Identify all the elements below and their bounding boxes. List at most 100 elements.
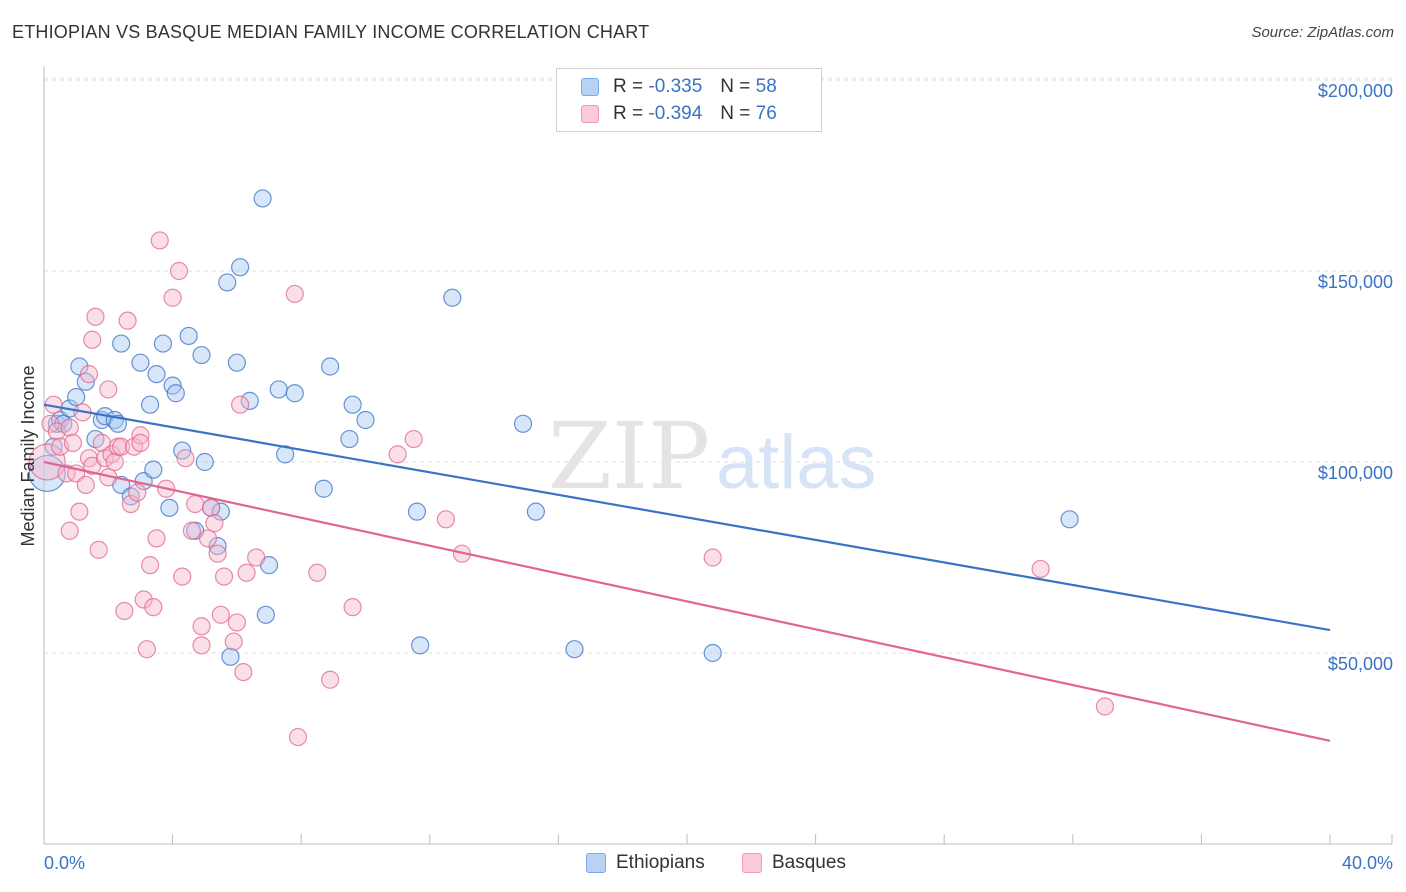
basque-point[interactable] bbox=[285, 284, 304, 304]
basque-point[interactable] bbox=[202, 498, 221, 517]
y-axis-label: Median Family Income bbox=[18, 365, 38, 546]
basque-point[interactable] bbox=[147, 529, 166, 548]
basque-point[interactable] bbox=[208, 544, 227, 563]
basque-point[interactable] bbox=[173, 567, 192, 586]
ethiopian-point[interactable] bbox=[218, 273, 237, 292]
series-legend-basques[interactable]: Basques bbox=[742, 852, 846, 874]
basque-point[interactable] bbox=[70, 502, 89, 521]
basque-point[interactable] bbox=[308, 563, 327, 582]
basque-point[interactable] bbox=[343, 598, 362, 617]
basque-point[interactable] bbox=[140, 556, 160, 575]
basque-point[interactable] bbox=[388, 445, 407, 464]
basque-point[interactable] bbox=[79, 365, 99, 384]
basque-point[interactable] bbox=[131, 433, 150, 452]
ethiopian-point[interactable] bbox=[343, 395, 362, 414]
ethiopian-point[interactable] bbox=[192, 345, 211, 365]
ethiopian-point[interactable] bbox=[153, 334, 173, 353]
ethiopian-point[interactable] bbox=[44, 437, 63, 456]
ethiopian-point[interactable] bbox=[443, 288, 462, 307]
series-legend-ethiopians[interactable]: Ethiopians bbox=[586, 852, 705, 874]
basque-point[interactable] bbox=[192, 636, 211, 655]
ethiopian-point[interactable] bbox=[407, 502, 427, 521]
ethiopian-point[interactable] bbox=[240, 391, 259, 410]
ethiopian-point[interactable] bbox=[112, 334, 131, 353]
ethiopian-point[interactable] bbox=[227, 353, 246, 372]
basque-point[interactable] bbox=[76, 475, 95, 495]
ethiopian-point[interactable] bbox=[231, 258, 250, 277]
basque-point[interactable] bbox=[176, 449, 195, 468]
ethiopian-point[interactable] bbox=[221, 647, 240, 666]
basque-point[interactable] bbox=[121, 494, 140, 514]
ethiopian-point[interactable] bbox=[211, 502, 230, 521]
basque-point[interactable] bbox=[182, 521, 201, 540]
ethiopian-point[interactable] bbox=[144, 460, 163, 479]
basque-point[interactable] bbox=[247, 548, 266, 567]
ethiopian-point[interactable] bbox=[140, 395, 160, 414]
ethiopian-point[interactable] bbox=[179, 326, 198, 346]
basque-point[interactable] bbox=[211, 605, 230, 624]
basque-point[interactable] bbox=[99, 380, 118, 399]
basque-point[interactable] bbox=[288, 727, 308, 747]
basque-point[interactable] bbox=[198, 529, 218, 548]
ethiopian-point[interactable] bbox=[1060, 510, 1079, 529]
ethiopian-point[interactable] bbox=[513, 414, 533, 433]
ethiopian-point[interactable] bbox=[195, 452, 214, 472]
ethiopian-point[interactable] bbox=[208, 536, 227, 556]
basque-point[interactable] bbox=[60, 521, 79, 540]
basque-point[interactable] bbox=[118, 311, 137, 330]
ethiopian-point[interactable] bbox=[70, 357, 89, 376]
basque-point[interactable] bbox=[234, 662, 253, 682]
basque-point[interactable] bbox=[237, 563, 256, 582]
ethiopian-point[interactable] bbox=[67, 387, 86, 407]
basque-point[interactable] bbox=[112, 437, 131, 456]
ethiopian-point[interactable] bbox=[340, 429, 359, 449]
basque-point[interactable] bbox=[144, 598, 163, 617]
basque-point[interactable] bbox=[134, 590, 153, 609]
basque-point[interactable] bbox=[115, 601, 134, 621]
basque-point[interactable] bbox=[192, 617, 211, 636]
basque-point[interactable] bbox=[57, 464, 76, 483]
ethiopian-point[interactable] bbox=[411, 636, 430, 655]
ethiopian-point[interactable] bbox=[703, 643, 722, 663]
ethiopian-point[interactable] bbox=[314, 479, 333, 498]
ethiopian-point[interactable] bbox=[269, 380, 288, 399]
ethiopian-point[interactable] bbox=[166, 384, 185, 403]
basque-point[interactable] bbox=[1095, 697, 1115, 716]
basque-point[interactable] bbox=[41, 414, 60, 433]
basque-point[interactable] bbox=[63, 433, 83, 452]
basque-point[interactable] bbox=[137, 640, 156, 659]
basque-point[interactable] bbox=[131, 426, 150, 445]
basque-point[interactable] bbox=[1031, 559, 1050, 579]
basque-point[interactable] bbox=[224, 632, 243, 651]
basque-point[interactable] bbox=[150, 231, 169, 250]
basque-point[interactable] bbox=[703, 548, 722, 567]
basque-point[interactable] bbox=[128, 483, 147, 502]
basque-point[interactable] bbox=[105, 452, 124, 472]
ethiopian-point[interactable] bbox=[147, 365, 166, 384]
basque-point[interactable] bbox=[163, 288, 182, 307]
basque-point[interactable] bbox=[214, 567, 234, 586]
ethiopian-point[interactable] bbox=[356, 410, 375, 430]
ethiopian-point[interactable] bbox=[108, 414, 128, 433]
basque-point[interactable] bbox=[83, 330, 102, 349]
ethiopian-point[interactable] bbox=[253, 189, 272, 208]
basque-point[interactable] bbox=[227, 613, 246, 632]
basque-point[interactable] bbox=[186, 494, 205, 514]
ethiopian-point[interactable] bbox=[526, 502, 545, 521]
basque-point[interactable] bbox=[231, 395, 250, 414]
ethiopian-point[interactable] bbox=[285, 384, 304, 403]
basque-point[interactable] bbox=[60, 418, 79, 437]
basque-point[interactable] bbox=[321, 670, 340, 689]
ethiopian-point[interactable] bbox=[321, 357, 340, 376]
basque-point[interactable] bbox=[169, 261, 189, 281]
basque-point[interactable] bbox=[89, 540, 108, 559]
basque-point[interactable] bbox=[86, 307, 105, 326]
basque-point[interactable] bbox=[404, 429, 423, 449]
ethiopian-point[interactable] bbox=[160, 498, 179, 517]
axes bbox=[43, 66, 1393, 845]
ethiopian-point[interactable] bbox=[565, 640, 584, 659]
basque-point[interactable] bbox=[205, 514, 224, 533]
basque-point[interactable] bbox=[436, 510, 455, 529]
ethiopian-point[interactable] bbox=[256, 605, 275, 624]
ethiopian-point[interactable] bbox=[131, 353, 150, 372]
